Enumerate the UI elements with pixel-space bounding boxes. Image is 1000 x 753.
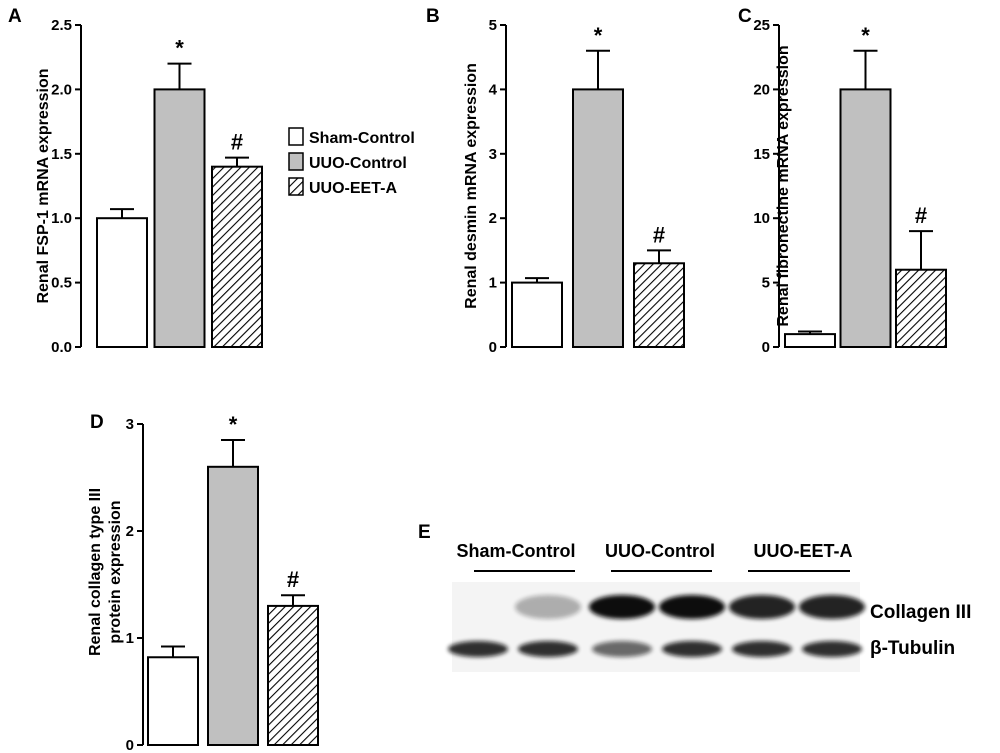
y-tick-label: 3	[489, 146, 497, 163]
legend: Sham-Control UUO-Control UUO-EET-A	[288, 127, 415, 197]
y-tick-label: 2	[126, 523, 134, 540]
y-tick-label: 5	[489, 17, 497, 34]
band-collagen-lane-6	[799, 595, 865, 619]
bar-eet	[633, 262, 685, 348]
significance-asterisk: *	[229, 412, 238, 437]
panel-letter-e: E	[418, 522, 431, 543]
y-axis-title: Renal collagen type III	[87, 488, 104, 656]
band-collagen-lane-4	[659, 595, 725, 619]
bar-uuo	[153, 88, 206, 349]
y-tick-label: 1.0	[51, 210, 72, 227]
y-tick-label: 0	[126, 737, 134, 753]
significance-asterisk: *	[594, 23, 603, 48]
y-tick-label: 2	[489, 210, 497, 227]
y-tick-label: 0	[762, 339, 770, 356]
legend-label-eet: UUO-EET-A	[309, 180, 397, 197]
band-tubulin-lane-5	[732, 641, 792, 657]
y-tick-label: 1	[489, 275, 497, 292]
blot-row-label-tubulin: β-Tubulin	[870, 638, 955, 659]
western-blot: Sham-Control UUO-Control UUO-EET-A Colla…	[448, 541, 971, 672]
chart-panel-b: 0 1 2 3 4 5 Renal desmin mRNA expression * #	[463, 17, 685, 356]
legend-label-uuo: UUO-Control	[309, 155, 407, 172]
bar-eet	[211, 165, 263, 348]
panel-letter-d: D	[90, 412, 104, 433]
significance-hash: #	[915, 203, 927, 228]
band-tubulin-lane-6	[802, 641, 862, 657]
y-tick-label: 2.0	[51, 81, 72, 98]
y-axis-title: protein expression	[107, 500, 124, 643]
legend-swatch-sham	[288, 127, 304, 146]
significance-hash: #	[231, 130, 243, 155]
significance-hash: #	[287, 567, 299, 592]
bar-uuo	[207, 465, 259, 746]
blot-group-label-uuo: UUO-Control	[605, 541, 715, 561]
y-tick-label: 2.5	[51, 17, 72, 34]
panel-letter-a: A	[8, 6, 22, 27]
band-collagen-lane-2	[515, 595, 581, 619]
bar-eet	[267, 604, 319, 747]
bar-eet	[895, 268, 947, 348]
bar-sham	[784, 333, 836, 348]
y-tick-label: 1.5	[51, 146, 72, 163]
bar-sham	[147, 656, 199, 747]
band-tubulin-lane-2	[518, 641, 578, 657]
significance-asterisk: *	[175, 36, 184, 61]
blot-group-label-sham: Sham-Control	[457, 541, 576, 561]
y-tick-label: 0.5	[51, 275, 72, 292]
band-collagen-lane-3	[589, 595, 655, 619]
panel-letter-b: B	[426, 6, 440, 27]
y-tick-label: 20	[753, 81, 770, 98]
y-axis-title: Renal desmin mRNA expression	[463, 63, 480, 309]
blot-background	[452, 582, 860, 672]
y-tick-label: 3	[126, 416, 134, 433]
bar-uuo	[839, 88, 892, 349]
band-tubulin-lane-1	[448, 641, 508, 657]
band-collagen-lane-5	[729, 595, 795, 619]
significance-hash: #	[653, 222, 665, 247]
significance-asterisk: *	[861, 23, 870, 48]
legend-label-sham: Sham-Control	[309, 130, 415, 147]
band-tubulin-lane-4	[662, 641, 722, 657]
legend-swatch-uuo	[288, 152, 304, 171]
band-tubulin-lane-3	[592, 641, 652, 657]
chart-panel-d: 0 1 2 3 Renal collagen type III protein expre…	[87, 412, 319, 753]
y-tick-label: 10	[753, 210, 770, 227]
chart-panel-a: 0.0 0.5 1.0 1.5 2.0 2.5 Renal FSP-1 mRNA expre…	[35, 17, 263, 356]
blot-group-label-eet: UUO-EET-A	[754, 541, 853, 561]
y-axis-title: Renal fibronectine mRNA expression	[775, 45, 792, 326]
y-axis-title: Renal FSP-1 mRNA expression	[35, 68, 52, 303]
y-tick-label: 25	[753, 17, 770, 34]
y-tick-label: 4	[489, 81, 498, 98]
legend-swatch-eet	[288, 177, 304, 196]
bar-uuo	[572, 88, 624, 349]
blot-row-label-collagen: Collagen III	[870, 602, 971, 623]
bar-sham	[96, 217, 148, 348]
y-tick-label: 5	[762, 275, 770, 292]
blot-bands	[448, 595, 865, 657]
panel-letter-c: C	[738, 6, 752, 27]
bar-sham	[511, 281, 563, 349]
y-tick-label: 1	[126, 630, 134, 647]
y-tick-label: 0	[489, 339, 497, 356]
chart-panel-c: 0 5 10 15 20 25 Renal fibronectine mRNA expres…	[753, 17, 947, 356]
y-tick-label: 15	[753, 146, 770, 163]
y-tick-label: 0.0	[51, 339, 72, 356]
